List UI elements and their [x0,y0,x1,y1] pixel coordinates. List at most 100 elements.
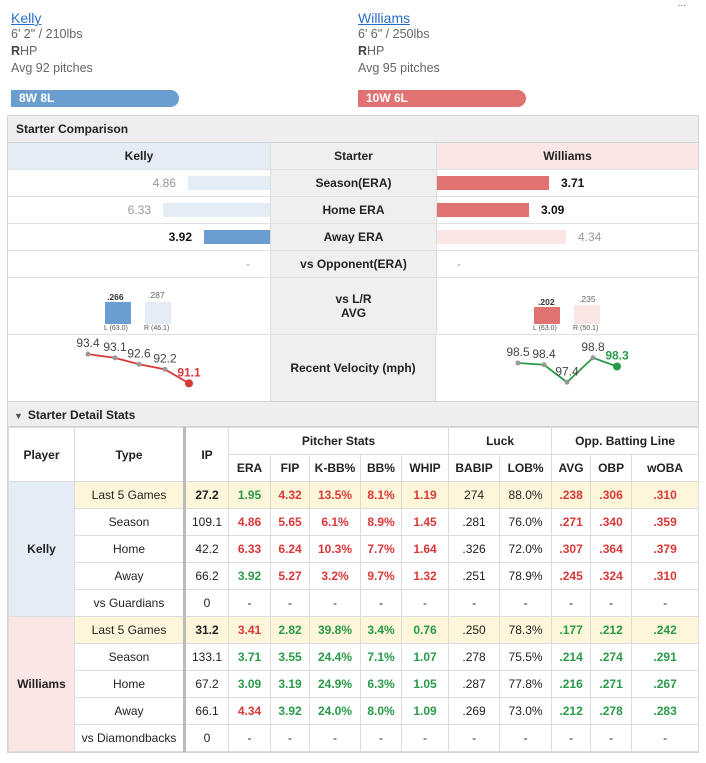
col-header-fip[interactable]: FIP [270,454,310,482]
stat-cell: .177 [551,616,592,644]
stat-cell: .245 [551,562,592,590]
stat-cell: 88.0% [499,481,553,509]
type-cell: Season [74,508,185,536]
stat-cell: 8.9% [360,508,402,536]
ip-cell: 31.2 [183,616,229,644]
table-row: Kelly Last 5 Games 27.2 1.95 4.32 13.5% 8.1% 1.… [8,481,700,617]
stat-cell: 78.3% [499,616,553,644]
away-velocity-point [162,366,168,372]
split-label: vs L/R AVG [270,278,437,334]
type-cell: vs Guardians [74,589,185,617]
stat-cell: .307 [551,535,592,563]
away-avg-pitches: Avg 92 pitches [11,61,93,75]
col-header-lob[interactable]: LOB% [499,454,553,482]
home-height-weight: 6' 6" / 250lbs [358,27,430,41]
table-row: vs Guardians 0- - - - - - - - - - [9,589,700,617]
stat-cell: - [270,589,310,617]
stat-cell: 24.0% [309,697,361,725]
type-cell: Away [74,697,185,725]
home-split-chart: .202 .235 L (63.0) R (50.1) [437,278,698,334]
home-velocity-point [515,360,521,366]
stat-cell: .283 [631,697,700,725]
col-header-bb[interactable]: BB% [360,454,402,482]
comparison-row: 4.86 Season(ERA) 3.71 [8,170,698,197]
stat-cell: - [228,589,271,617]
table-row: vs Diamondbacks 0- - - - - - - - - - [9,724,700,752]
stat-cell: - [590,724,633,752]
stat-cell: 8.0% [360,697,402,725]
away-velocity-label: 93.4 [76,336,100,350]
comparison-right-cell: 3.71 [437,170,698,196]
stat-cell: .379 [631,535,700,563]
starter-detail-toggle[interactable]: ▼ Starter Detail Stats [8,401,698,427]
stat-cell: .267 [631,670,700,698]
away-split-l-bar [105,302,131,324]
stat-cell: .242 [631,616,700,644]
stat-cell: 3.71 [228,643,271,671]
stat-cell: .238 [551,481,592,509]
velocity-row: 93.4 93.1 92.6 92.2 91.1 Recent Velocity (mp… [8,335,698,401]
col-header-avg[interactable]: AVG [551,454,592,482]
away-stat-value: 4.86 [152,176,176,190]
stat-cell: .214 [551,643,592,671]
ip-cell: 0 [183,724,229,752]
home-pitcher-name-link[interactable]: Williams [358,10,411,26]
comparison-left-cell: 6.33 [8,197,270,223]
away-stat-bar [163,203,270,217]
comparison-left-cell: - [8,251,270,277]
stat-cell: - [590,589,633,617]
stat-cell: 76.0% [499,508,553,536]
stat-cell: 5.65 [270,508,310,536]
stat-cell: 6.33 [228,535,271,563]
ip-cell: 27.2 [183,481,229,509]
player-name-cell: Kelly [8,481,75,617]
col-header-woba[interactable]: wOBA [631,454,700,482]
away-velocity-point [112,355,118,361]
header-ip: IP [183,427,229,482]
header-luck: Luck [448,427,553,455]
ip-cell: 66.1 [183,697,229,725]
away-height-weight: 6' 2" / 210lbs [11,27,83,41]
home-velocity-label: 98.8 [581,340,605,354]
comparison-label: Away ERA [270,224,437,250]
away-split-r-bar [145,302,171,324]
col-header-kbb[interactable]: K-BB% [309,454,361,482]
stat-cell: .212 [551,697,592,725]
stat-cell: 13.5% [309,481,361,509]
stat-cell: 1.32 [400,562,450,590]
type-cell: Away [74,562,185,590]
stat-cell: 75.5% [499,643,553,671]
stat-cell: .271 [551,508,592,536]
stat-cell: - [400,724,450,752]
stat-cell: - [448,589,501,617]
home-split-r-value: .235 [579,294,596,304]
col-header-whip[interactable]: WHIP [400,454,450,482]
home-velocity-label: 98.5 [506,345,530,359]
stat-cell: 4.32 [270,481,310,509]
away-velocity-svg: 93.4 93.1 92.6 92.291.1 [76,336,201,388]
stat-cell: 4.86 [228,508,271,536]
stat-cell: 39.8% [309,616,361,644]
stat-cell: 73.0% [499,697,553,725]
col-header-babip[interactable]: BABIP [448,454,501,482]
away-split-l-label: L (63.0) [104,325,128,332]
col-header-era[interactable]: ERA [228,454,271,482]
ip-cell: 133.1 [183,643,229,671]
col-header-obp[interactable]: OBP [590,454,633,482]
comparison-right-cell: 3.09 [437,197,698,223]
stat-cell: 1.64 [400,535,450,563]
away-velocity-point [85,351,91,357]
stat-cell: 274 [448,481,501,509]
stat-cell: 6.1% [309,508,361,536]
type-cell: Home [74,535,185,563]
stat-cell: .364 [590,535,633,563]
home-velocity-point [541,362,547,368]
away-pitcher-name-link[interactable]: Kelly [11,10,42,26]
options-link[interactable]: ... [677,0,686,9]
table-row: Season 109.1 4.86 5.65 6.1% 8.9% 1.45.281 76.0%… [9,508,700,536]
away-velocity-label: 91.1 [177,365,201,379]
stat-cell: .359 [631,508,700,536]
stat-cell: 72.0% [499,535,553,563]
stat-cell: 1.07 [400,643,450,671]
table-row: Away 66.1 4.34 3.92 24.0% 8.0% 1.09.269 73.0% .2… [9,697,700,725]
